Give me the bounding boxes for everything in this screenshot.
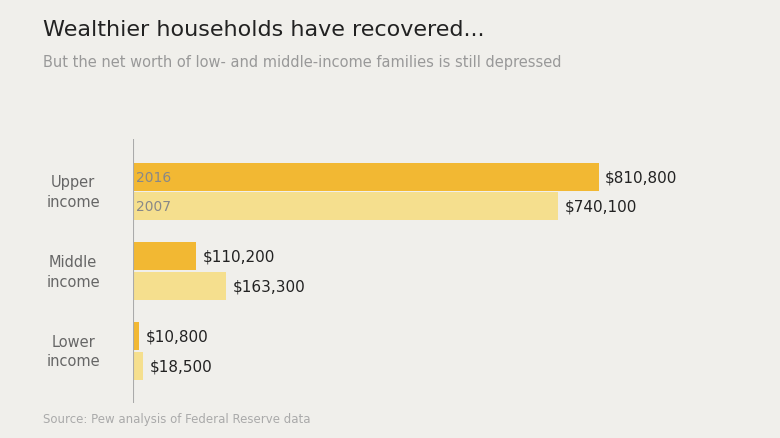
Bar [133, 243, 196, 271]
Text: But the net worth of low- and middle-income families is still depressed: But the net worth of low- and middle-inc… [43, 55, 562, 70]
Bar [133, 322, 139, 350]
Text: Upper
income: Upper income [46, 175, 100, 209]
Text: $18,500: $18,500 [150, 358, 212, 374]
Bar [133, 193, 558, 221]
Bar [133, 163, 598, 191]
Bar [133, 272, 226, 300]
Text: Source: Pew analysis of Federal Reserve data: Source: Pew analysis of Federal Reserve … [43, 412, 310, 425]
Text: Middle
income: Middle income [46, 254, 100, 289]
Text: $163,300: $163,300 [233, 279, 306, 294]
Text: 2007: 2007 [136, 200, 171, 214]
Text: $810,800: $810,800 [605, 170, 678, 185]
Bar [133, 352, 144, 380]
Text: Wealthier households have recovered...: Wealthier households have recovered... [43, 20, 484, 40]
Text: $740,100: $740,100 [565, 199, 637, 214]
Text: $10,800: $10,800 [145, 329, 208, 344]
Text: 2016: 2016 [136, 170, 172, 184]
Text: $110,200: $110,200 [203, 249, 275, 264]
Text: Lower
income: Lower income [46, 334, 100, 368]
